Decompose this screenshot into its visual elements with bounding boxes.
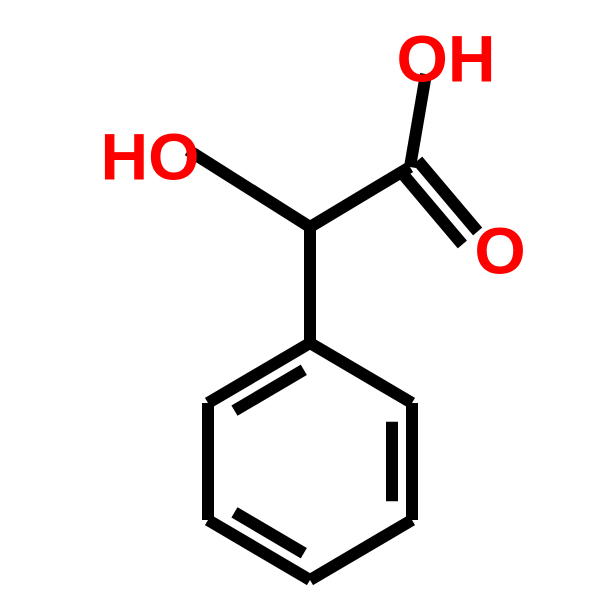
atom-label: HO [101, 119, 200, 193]
atom-label: OH [397, 21, 496, 95]
atom-label: O [474, 213, 525, 287]
molecule-diagram: OH HO O [0, 0, 600, 600]
bond [310, 343, 412, 403]
bond [310, 520, 412, 580]
bond [188, 150, 310, 227]
bond [310, 167, 410, 227]
